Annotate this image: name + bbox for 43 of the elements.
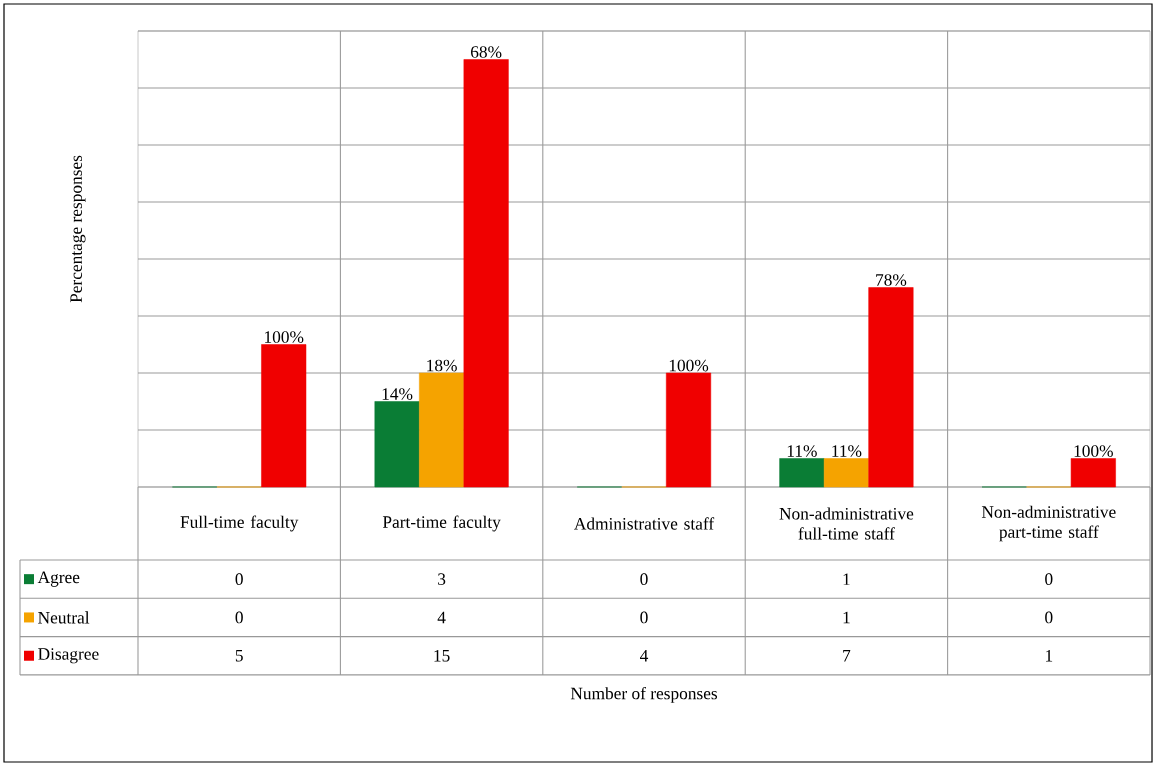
legend-label: Agree <box>37 571 80 587</box>
bar <box>463 59 509 488</box>
x-tick-label: Non-administrative full-time staff <box>779 507 914 540</box>
data-label: 1 <box>1046 650 1053 662</box>
data-label: 1 <box>843 611 850 624</box>
data-label: 3 <box>438 573 446 585</box>
bar <box>374 401 420 488</box>
text: Number of responses <box>570 686 718 703</box>
data-label: 0 <box>640 573 648 585</box>
annotation: 78% <box>876 274 907 286</box>
bar <box>419 372 465 488</box>
bar <box>666 372 712 488</box>
annotation: 100% <box>669 359 709 372</box>
bar <box>868 287 914 488</box>
data-label: 0 <box>1045 573 1053 585</box>
bar <box>823 458 869 488</box>
annotation: 100% <box>1074 445 1113 457</box>
bar <box>1070 458 1116 488</box>
data-label: 0 <box>235 573 243 585</box>
data-label: 4 <box>640 650 649 662</box>
x-tick-label: Part-time faculty <box>382 515 501 532</box>
data-label: 15 <box>434 649 450 662</box>
data-label: 1 <box>843 573 850 585</box>
data-label: 0 <box>640 611 648 624</box>
legend-label: Disagree <box>38 648 99 664</box>
data-label: 0 <box>235 611 243 624</box>
x-tick-label: Non-administrative part-time staff <box>981 505 1116 542</box>
bar <box>779 458 825 488</box>
annotation: 68% <box>471 46 502 58</box>
annotation: 18% <box>427 359 457 372</box>
annotation: 100% <box>265 331 304 343</box>
data-label: 4 <box>437 611 446 624</box>
y-axis-title: Percentage responses <box>70 155 86 303</box>
data-label: 7 <box>843 650 851 662</box>
annotation: 11% <box>832 445 862 457</box>
x-tick-label: Full-time faculty <box>180 515 299 532</box>
annotation: 11% <box>787 445 817 457</box>
data-label: 5 <box>235 649 243 662</box>
bar <box>261 344 307 488</box>
data-label: 0 <box>1045 611 1053 624</box>
x-tick-label: Administrative staff <box>574 517 715 530</box>
legend-label: Neutral <box>38 611 90 624</box>
annotation: 14% <box>382 388 413 400</box>
